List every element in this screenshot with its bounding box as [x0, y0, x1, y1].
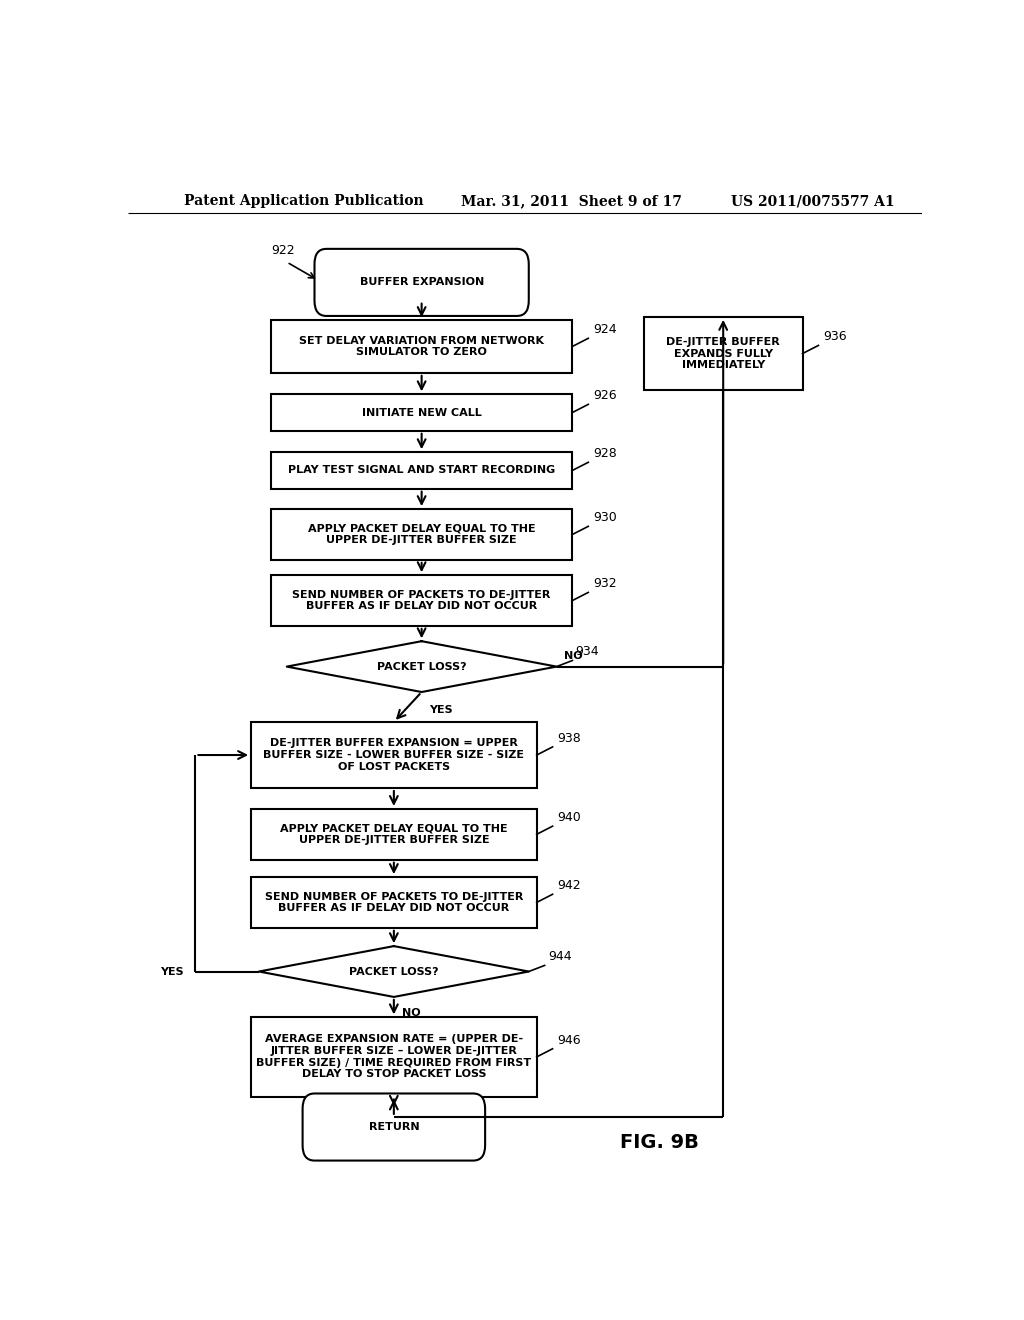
- Bar: [270, 510, 572, 560]
- Text: DE-JITTER BUFFER EXPANSION = UPPER
BUFFER SIZE - LOWER BUFFER SIZE - SIZE
OF LOS: DE-JITTER BUFFER EXPANSION = UPPER BUFFE…: [263, 738, 524, 772]
- Text: PACKET LOSS?: PACKET LOSS?: [377, 661, 467, 672]
- Text: 946: 946: [557, 1034, 581, 1047]
- Text: APPLY PACKET DELAY EQUAL TO THE
UPPER DE-JITTER BUFFER SIZE: APPLY PACKET DELAY EQUAL TO THE UPPER DE…: [308, 524, 536, 545]
- Text: 926: 926: [593, 389, 616, 403]
- Text: 924: 924: [593, 323, 616, 337]
- Bar: [251, 722, 537, 788]
- Polygon shape: [259, 946, 528, 997]
- Text: 944: 944: [548, 950, 571, 964]
- Text: 930: 930: [593, 511, 616, 524]
- Text: 936: 936: [823, 330, 847, 343]
- Text: 942: 942: [557, 879, 581, 892]
- Text: NO: NO: [401, 1008, 421, 1018]
- Text: 934: 934: [575, 645, 599, 659]
- Bar: [251, 1018, 537, 1097]
- Text: BUFFER EXPANSION: BUFFER EXPANSION: [359, 277, 483, 288]
- Text: RETURN: RETURN: [369, 1122, 419, 1133]
- Text: PACKET LOSS?: PACKET LOSS?: [349, 966, 438, 977]
- Bar: [270, 319, 572, 372]
- Text: 940: 940: [557, 812, 581, 824]
- Text: NO: NO: [564, 651, 583, 660]
- Text: SEND NUMBER OF PACKETS TO DE-JITTER
BUFFER AS IF DELAY DID NOT OCCUR: SEND NUMBER OF PACKETS TO DE-JITTER BUFF…: [293, 590, 551, 611]
- Text: 932: 932: [593, 577, 616, 590]
- Text: Mar. 31, 2011  Sheet 9 of 17: Mar. 31, 2011 Sheet 9 of 17: [461, 194, 682, 209]
- Text: DE-JITTER BUFFER
EXPANDS FULLY
IMMEDIATELY: DE-JITTER BUFFER EXPANDS FULLY IMMEDIATE…: [667, 337, 780, 370]
- FancyBboxPatch shape: [303, 1093, 485, 1160]
- Bar: [270, 576, 572, 626]
- Text: 938: 938: [557, 731, 581, 744]
- Polygon shape: [287, 642, 557, 692]
- Bar: [251, 809, 537, 859]
- Text: 922: 922: [270, 244, 295, 257]
- Text: SET DELAY VARIATION FROM NETWORK
SIMULATOR TO ZERO: SET DELAY VARIATION FROM NETWORK SIMULAT…: [299, 335, 544, 358]
- Text: FIG. 9B: FIG. 9B: [620, 1133, 699, 1152]
- Text: Patent Application Publication: Patent Application Publication: [183, 194, 423, 209]
- Text: INITIATE NEW CALL: INITIATE NEW CALL: [361, 408, 481, 417]
- Bar: [270, 395, 572, 430]
- Text: APPLY PACKET DELAY EQUAL TO THE
UPPER DE-JITTER BUFFER SIZE: APPLY PACKET DELAY EQUAL TO THE UPPER DE…: [280, 824, 508, 845]
- Text: 928: 928: [593, 447, 616, 461]
- Bar: [251, 876, 537, 928]
- Text: PLAY TEST SIGNAL AND START RECORDING: PLAY TEST SIGNAL AND START RECORDING: [288, 466, 555, 475]
- Text: US 2011/0075577 A1: US 2011/0075577 A1: [731, 194, 895, 209]
- Text: AVERAGE EXPANSION RATE = (UPPER DE-
JITTER BUFFER SIZE – LOWER DE-JITTER
BUFFER : AVERAGE EXPANSION RATE = (UPPER DE- JITT…: [256, 1035, 531, 1080]
- Text: SEND NUMBER OF PACKETS TO DE-JITTER
BUFFER AS IF DELAY DID NOT OCCUR: SEND NUMBER OF PACKETS TO DE-JITTER BUFF…: [264, 891, 523, 913]
- FancyBboxPatch shape: [314, 249, 528, 315]
- Text: YES: YES: [430, 705, 454, 715]
- Bar: [644, 317, 803, 391]
- Text: YES: YES: [160, 966, 183, 977]
- Bar: [270, 453, 572, 488]
